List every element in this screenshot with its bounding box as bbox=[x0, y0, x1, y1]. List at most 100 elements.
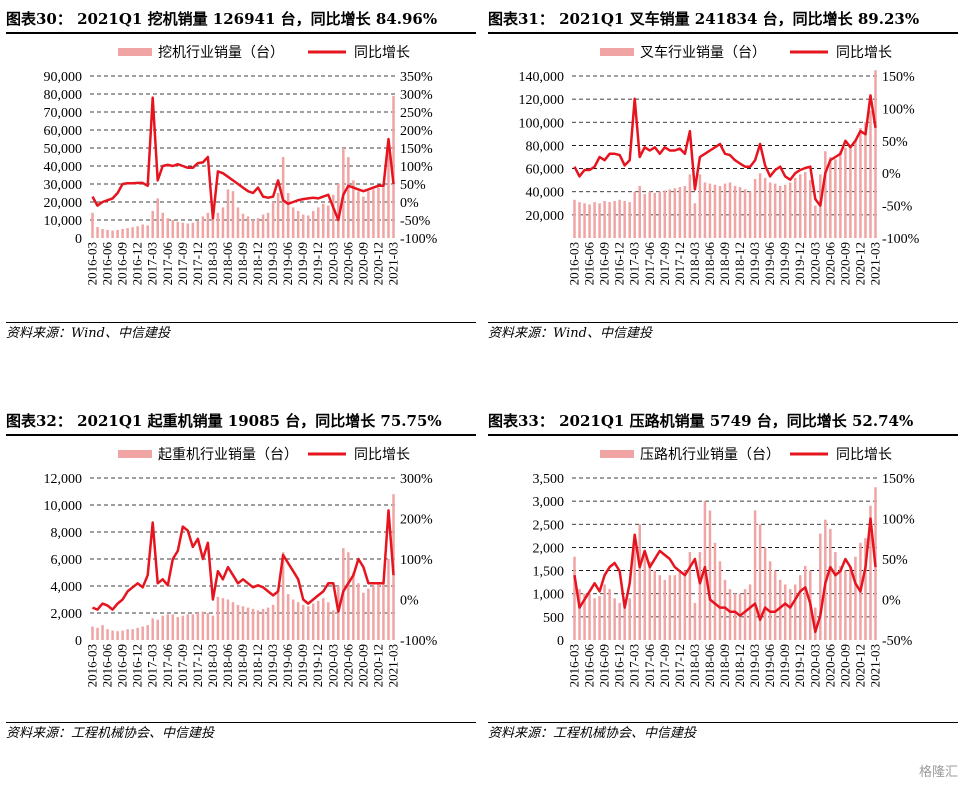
bar bbox=[261, 214, 265, 238]
x-tick-label: 2019-03 bbox=[747, 242, 762, 285]
bar bbox=[357, 583, 360, 640]
left-tick-label: 8,000 bbox=[51, 526, 83, 541]
x-tick-label: 2016-03 bbox=[567, 644, 582, 687]
x-tick-label: 2018-12 bbox=[250, 242, 265, 285]
left-tick-label: 80,000 bbox=[526, 139, 565, 154]
x-tick-label: 2020-03 bbox=[807, 644, 822, 687]
right-tick-label: 50% bbox=[882, 553, 908, 568]
x-tick-label: 2020-12 bbox=[370, 644, 385, 687]
bar bbox=[276, 193, 280, 238]
legend-label-bar: 压路机行业销量（台） bbox=[640, 447, 780, 463]
bar bbox=[633, 547, 636, 640]
bar bbox=[171, 614, 175, 640]
bar bbox=[638, 185, 641, 238]
x-tick-label: 2019-09 bbox=[777, 242, 792, 285]
x-tick-label: 2020-12 bbox=[370, 242, 385, 285]
bar bbox=[286, 594, 290, 640]
bar bbox=[296, 602, 300, 640]
chart-panel-forklift: 图表31： 2021Q1 叉车销量 241834 台，同比增长 89.23% 2… bbox=[488, 6, 958, 341]
bar bbox=[804, 172, 807, 238]
x-tick-label: 2020-03 bbox=[325, 242, 340, 285]
bar bbox=[106, 629, 109, 640]
bar bbox=[698, 552, 702, 640]
bar bbox=[146, 225, 149, 238]
x-tick-label: 2017-12 bbox=[672, 644, 687, 687]
x-tick-label: 2016-06 bbox=[582, 644, 597, 688]
series-line bbox=[573, 94, 877, 207]
legend-label-bar: 起重机行业销量（台） bbox=[158, 447, 298, 463]
bar bbox=[136, 226, 139, 238]
right-tick-label: -50% bbox=[400, 214, 431, 229]
bar bbox=[713, 184, 717, 238]
x-tick-label: 2018-03 bbox=[687, 644, 702, 687]
bar bbox=[316, 600, 320, 640]
bar bbox=[256, 610, 260, 640]
left-tick-label: 20,000 bbox=[44, 196, 83, 211]
bar bbox=[256, 218, 260, 238]
left-tick-label: 40,000 bbox=[526, 186, 565, 201]
bar bbox=[773, 570, 777, 640]
right-tick-label: 150% bbox=[882, 472, 915, 487]
bar bbox=[844, 570, 847, 640]
x-tick-label: 2018-12 bbox=[250, 644, 265, 687]
bar bbox=[96, 227, 99, 238]
bar bbox=[708, 183, 712, 238]
right-tick-label: 0% bbox=[400, 196, 419, 211]
x-tick-label: 2017-12 bbox=[190, 242, 205, 285]
x-tick-label: 2016-09 bbox=[115, 242, 130, 285]
bar bbox=[869, 110, 872, 238]
bar bbox=[176, 221, 180, 238]
bar bbox=[236, 604, 240, 640]
bar bbox=[804, 565, 807, 640]
bar bbox=[241, 213, 245, 238]
bar bbox=[598, 203, 601, 238]
x-tick-label: 2019-12 bbox=[310, 644, 325, 687]
bar bbox=[337, 184, 340, 238]
bar bbox=[306, 606, 310, 640]
bar bbox=[382, 580, 385, 640]
bar bbox=[201, 216, 205, 238]
bar bbox=[266, 212, 270, 238]
bar bbox=[593, 598, 596, 640]
x-tick-label: 2020-09 bbox=[837, 644, 852, 687]
bar bbox=[824, 151, 827, 238]
x-tick-label: 2016-03 bbox=[85, 242, 100, 285]
bar bbox=[221, 598, 225, 640]
bar bbox=[608, 589, 611, 640]
bar bbox=[763, 177, 767, 238]
bar bbox=[778, 185, 782, 238]
bar bbox=[793, 177, 797, 238]
bar bbox=[753, 178, 757, 238]
bar bbox=[768, 561, 772, 640]
x-tick-label: 2016-06 bbox=[582, 242, 597, 286]
left-tick-label: 6,000 bbox=[51, 553, 83, 568]
bar bbox=[377, 583, 380, 640]
bar bbox=[859, 128, 862, 238]
x-tick-label: 2020-06 bbox=[340, 644, 355, 688]
bar bbox=[814, 607, 817, 640]
bar bbox=[733, 593, 737, 640]
chart-panel-roller: 图表33： 2021Q1 压路机销量 5749 台，同比增长 52.74% 0 5… bbox=[488, 408, 958, 748]
bar bbox=[327, 602, 330, 640]
bar bbox=[758, 524, 762, 640]
legend-swatch-bar bbox=[600, 48, 634, 56]
chart-roller: 0 500 1,000 1,500 2,000 2,500 3,000 3,500 -50% 0%… bbox=[533, 447, 916, 688]
bar bbox=[91, 626, 94, 640]
bar bbox=[196, 220, 200, 238]
bar bbox=[839, 565, 842, 640]
x-tick-label: 2021-03 bbox=[868, 242, 883, 285]
legend-swatch-bar bbox=[600, 450, 634, 458]
x-tick-label: 2017-03 bbox=[627, 242, 642, 285]
bar bbox=[216, 212, 220, 238]
bar bbox=[728, 589, 732, 640]
bar bbox=[658, 191, 662, 238]
bar bbox=[588, 593, 591, 640]
bar bbox=[748, 191, 752, 238]
bar bbox=[628, 598, 631, 640]
x-tick-label: 2019-09 bbox=[295, 242, 310, 285]
bar bbox=[703, 182, 707, 238]
bar bbox=[251, 608, 255, 640]
bar bbox=[216, 596, 220, 640]
bar bbox=[608, 202, 611, 238]
x-tick-label: 2020-03 bbox=[807, 242, 822, 285]
